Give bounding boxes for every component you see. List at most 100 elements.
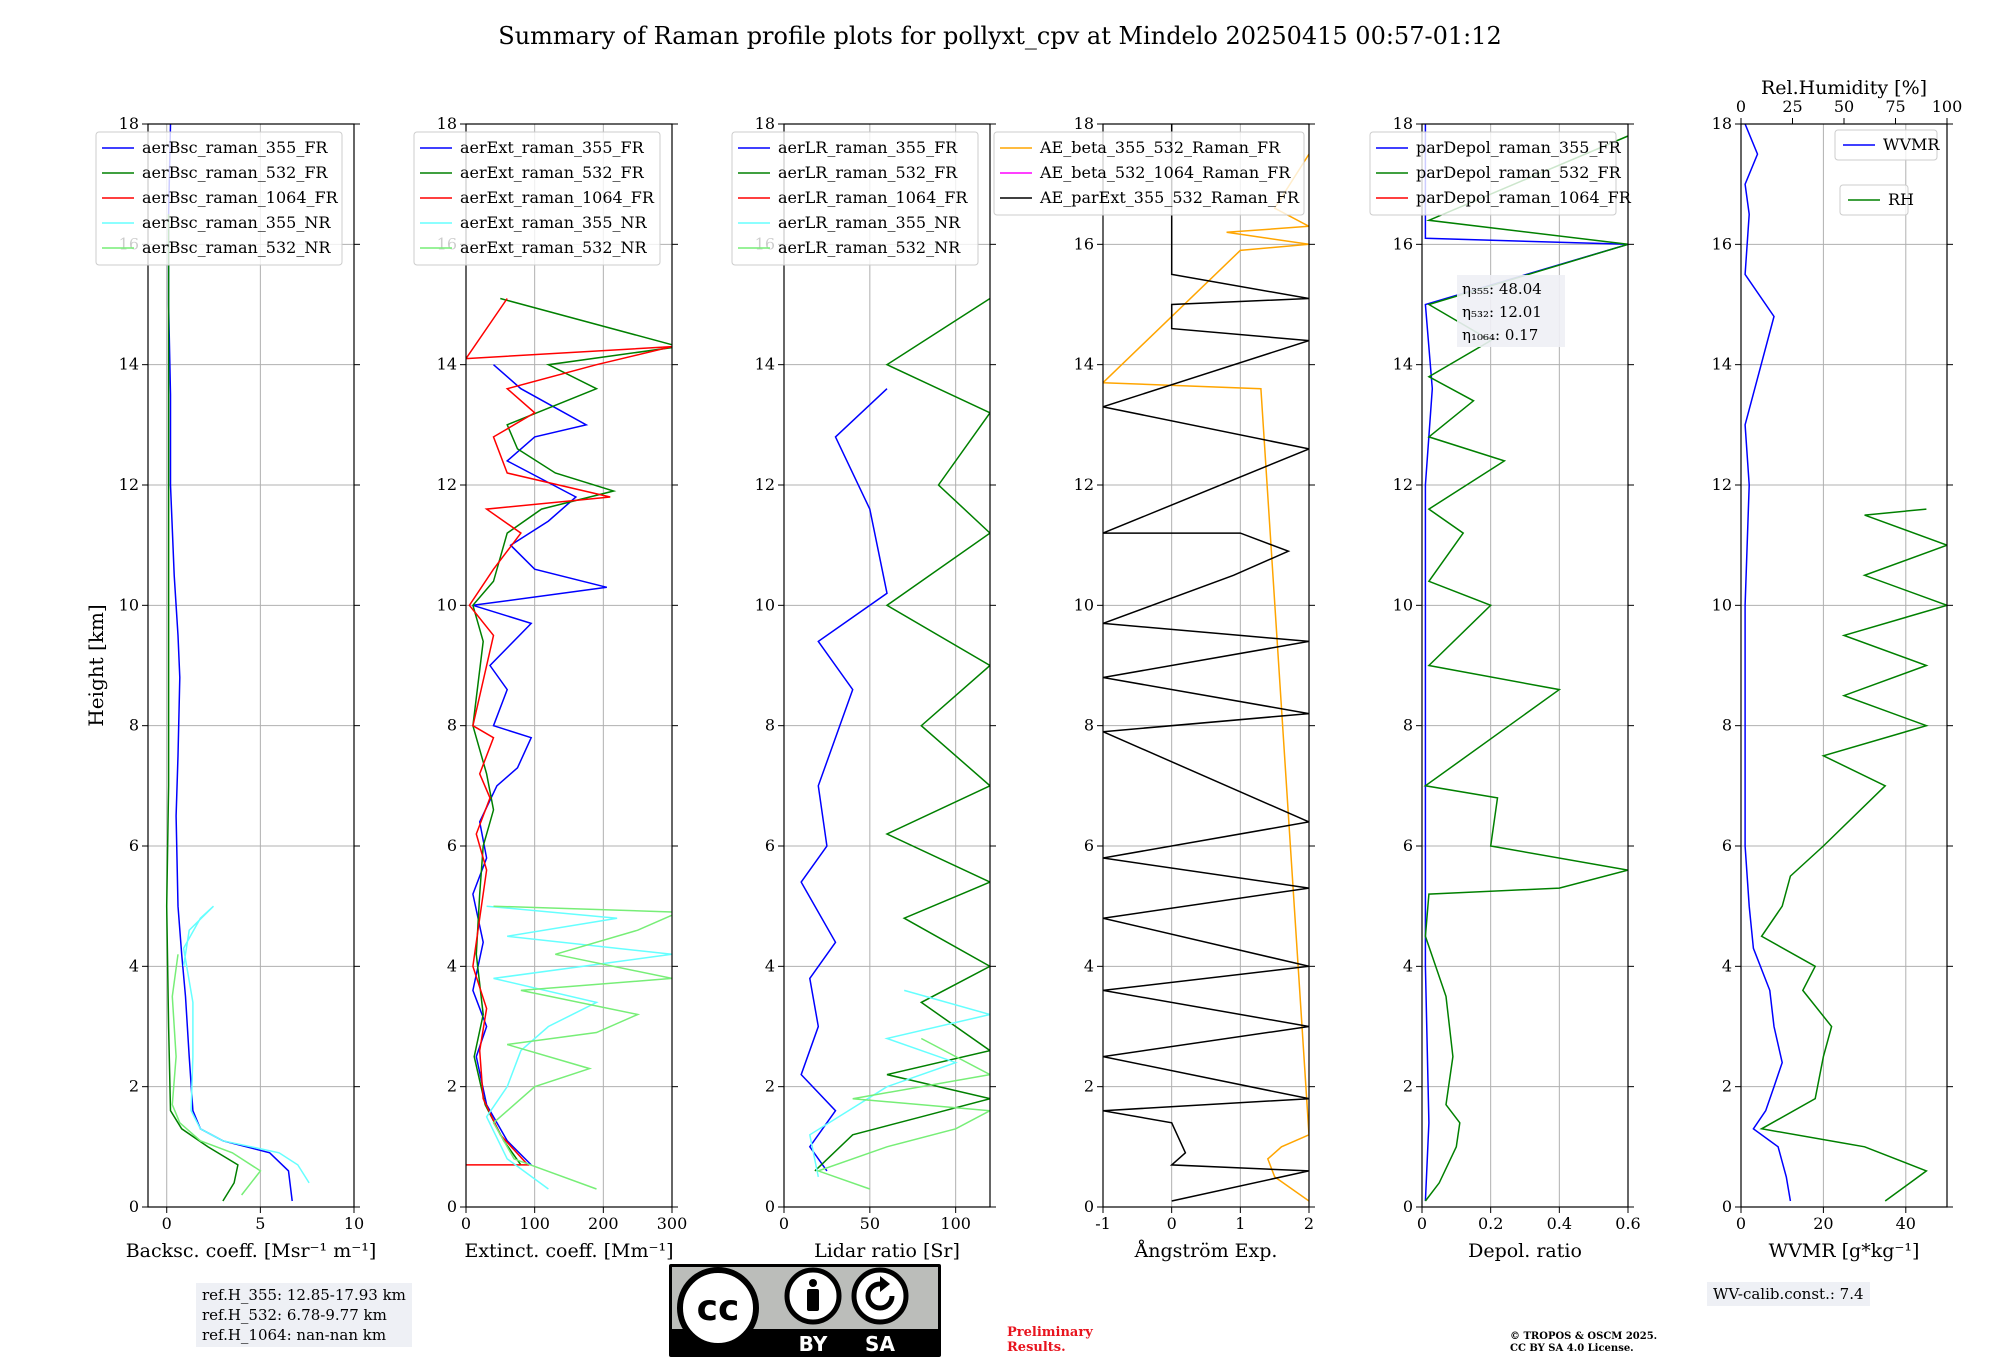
ref-height-1064: ref.H_1064: nan-nan km (202, 1326, 387, 1344)
y-tick-label: 4 (1403, 956, 1413, 975)
series-line-aerExt_raman_532_NR (492, 905, 672, 1190)
y-tick-label: 0 (447, 1197, 457, 1216)
legend-label: WVMR (1883, 135, 1940, 154)
y-tick-label: 16 (1074, 234, 1094, 253)
y-tick-label: 8 (129, 716, 139, 735)
y-tick-label: 10 (437, 595, 457, 614)
legend-label: aerLR_raman_355_FR (778, 138, 958, 157)
y-tick-label: 8 (1084, 716, 1094, 735)
cc-license-badge: cc BY SA (669, 1264, 941, 1357)
y-axis-label: Height [km] (84, 604, 108, 726)
series-line-aerExt_raman_532_FR (472, 297, 672, 1166)
y-tick-label: 18 (755, 114, 775, 133)
panel-3: 024681012141618050100Lidar ratio [Sr]aer… (731, 114, 996, 1262)
legend: aerLR_raman_355_FR aerLR_raman_532_FR aerL… (731, 131, 979, 266)
y-tick-label: 0 (129, 1197, 139, 1216)
series-group (1423, 124, 1628, 1202)
y-tick-label: 6 (765, 836, 775, 855)
wv-calib-box: WV-calib.const.: 7.4 (1707, 1282, 1870, 1306)
legend-label: aerBsc_raman_532_NR (142, 238, 331, 257)
y-tick-label: 4 (1722, 956, 1732, 975)
top-x-tick-label: 25 (1782, 97, 1802, 116)
x-tick-label: 300 (657, 1214, 688, 1233)
y-tick-label: 4 (1084, 956, 1094, 975)
legend: parDepol_raman_355_FR parDepol_raman_532_… (1369, 131, 1632, 216)
cc-label: cc (697, 1288, 740, 1329)
axes-frame (783, 123, 991, 1208)
legend-label: aerLR_raman_532_FR (778, 163, 958, 182)
x-tick-label: 2 (1304, 1214, 1314, 1233)
x-tick-label: 100 (519, 1214, 550, 1233)
series-group (165, 124, 310, 1202)
legend-label: RH (1888, 190, 1914, 209)
cc-icon (677, 1267, 759, 1349)
preliminary-line-1: Preliminary (1007, 1325, 1093, 1340)
legend-label: aerBsc_raman_1064_FR (142, 188, 339, 207)
panel-2: 0246810121416180100200300Extinct. coeff.… (413, 114, 688, 1262)
y-tick-label: 14 (119, 355, 139, 374)
legend-label: aerLR_raman_1064_FR (778, 188, 968, 207)
legend-box (95, 131, 343, 266)
x-axis-label: Ångström Exp. (1134, 1240, 1278, 1262)
series-line-RH (1759, 508, 1947, 1202)
axes-frame (147, 123, 355, 1208)
x-tick-label: 5 (255, 1214, 265, 1233)
copyright-line-1: © TROPOS & OSCM 2025. (1510, 1331, 1658, 1342)
y-tick-label: 12 (1712, 475, 1732, 494)
x-tick-label: 1 (1235, 1214, 1245, 1233)
legend-label: AE_beta_355_532_Raman_FR (1039, 138, 1281, 157)
y-tick-label: 2 (1722, 1077, 1732, 1096)
x-tick-label: 0 (1167, 1214, 1177, 1233)
series-group (1103, 124, 1309, 1202)
y-tick-label: 18 (119, 114, 139, 133)
y-tick-label: 14 (1393, 355, 1413, 374)
y-tick-label: 4 (129, 956, 139, 975)
y-tick-label: 6 (1722, 836, 1732, 855)
preliminary-note: Preliminary Results. (1007, 1325, 1093, 1355)
x-axis-label: Extinct. coeff. [Mm⁻¹] (464, 1240, 673, 1262)
series-group (1744, 124, 1947, 1202)
y-tick-label: 14 (1074, 355, 1094, 374)
axes-frame (465, 123, 673, 1208)
annotation-line: η₅₃₂: 12.01 (1462, 303, 1542, 321)
top-x-tick-label: 75 (1885, 97, 1905, 116)
legend-label: parDepol_raman_532_FR (1416, 163, 1622, 182)
x-tick-label: 0 (162, 1214, 172, 1233)
y-tick-label: 10 (119, 595, 139, 614)
legend-label: aerBsc_raman_532_FR (142, 163, 328, 182)
legend-label: aerExt_raman_1064_FR (460, 188, 655, 207)
legend-box (993, 131, 1305, 216)
series-line-aerExt_raman_1064_FR (466, 298, 672, 1166)
x-tick-label: 20 (1813, 1214, 1833, 1233)
top-x-tick-label: 0 (1736, 97, 1746, 116)
by-label: BY (799, 1332, 828, 1356)
x-tick-label: 10 (344, 1214, 364, 1233)
x-tick-label: 200 (588, 1214, 619, 1233)
y-tick-label: 6 (1403, 836, 1413, 855)
y-tick-label: 4 (765, 956, 775, 975)
axes-frame (1102, 123, 1310, 1208)
y-tick-label: 12 (1393, 475, 1413, 494)
y-tick-label: 2 (129, 1077, 139, 1096)
x-tick-label: 100 (940, 1214, 971, 1233)
y-tick-label: 2 (1403, 1077, 1413, 1096)
legend-label: parDepol_raman_1064_FR (1416, 188, 1632, 207)
series-line-AE_beta_355_532_Raman_FR (1103, 153, 1309, 1202)
x-axis-label: Backsc. coeff. [Msr⁻¹ m⁻¹] (126, 1240, 377, 1262)
panel-1: 0246810121416180510Backsc. coeff. [Msr⁻¹… (95, 114, 377, 1262)
series-line-aerExt_raman_355_NR (485, 905, 672, 1190)
y-tick-label: 10 (1393, 595, 1413, 614)
y-tick-label: 2 (765, 1077, 775, 1096)
top-x-tick-label: 50 (1834, 97, 1854, 116)
series-line-aerBsc_raman_355_FR (167, 124, 293, 1202)
legend-box (1369, 131, 1617, 216)
x-tick-label: -1 (1095, 1214, 1111, 1233)
y-tick-label: 2 (447, 1077, 457, 1096)
x-tick-label: 40 (1896, 1214, 1916, 1233)
x-tick-label: 0.2 (1478, 1214, 1503, 1233)
legend-label: aerLR_raman_355_NR (778, 213, 961, 232)
y-tick-label: 2 (1084, 1077, 1094, 1096)
series-line-aerLR_raman_532_FR (814, 297, 990, 1172)
